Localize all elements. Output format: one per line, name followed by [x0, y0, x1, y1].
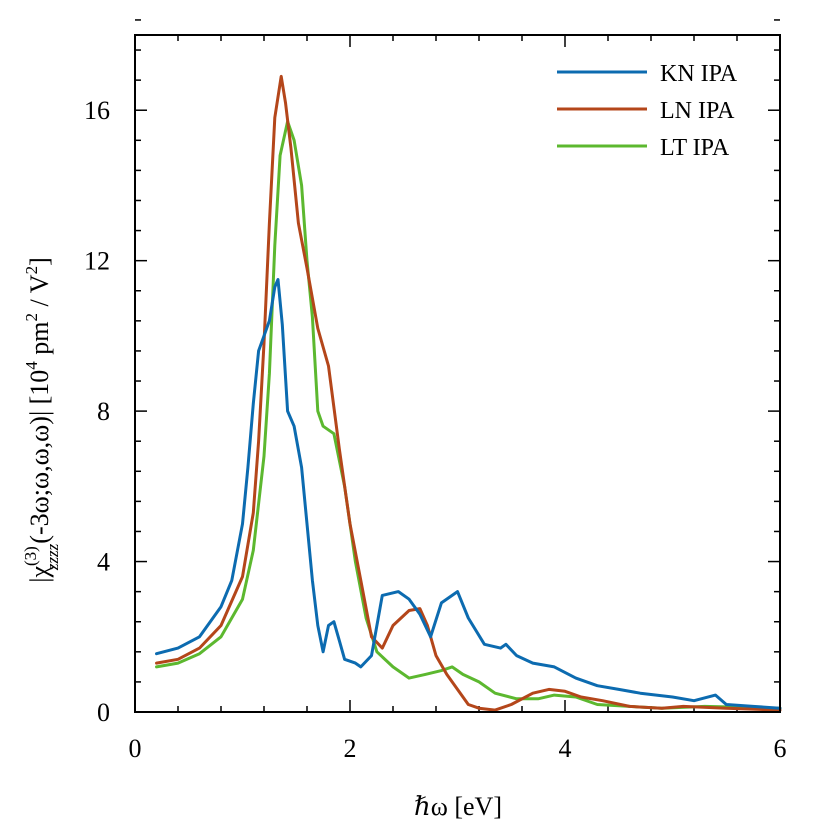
legend-label: LT IPA — [660, 135, 730, 161]
series-line-ln-ipa — [155, 74, 782, 712]
y-tick-label: 4 — [97, 548, 110, 577]
legend-label: KN IPA — [660, 61, 738, 87]
series-line-kn-ipa — [155, 278, 782, 710]
y-tick-label: 8 — [97, 397, 110, 426]
y-axis-label: |χ(3) zzzz(-3ω;ω,ω,ω)| [104 pm2 / V2] — [21, 257, 62, 583]
y-tick-label: 16 — [84, 96, 110, 125]
series-layer — [155, 74, 782, 712]
x-tick-label: 0 — [129, 734, 142, 763]
legend: KN IPA LN IPA LT IPA — [557, 61, 738, 161]
x-axis-label: ℏω [eV] — [414, 792, 502, 821]
x-tick-label: 4 — [559, 734, 572, 763]
series-line-lt-ipa — [155, 120, 782, 710]
legend-label: LN IPA — [660, 98, 735, 124]
axis-tick-labels: 0 2 4 6 0 4 8 12 16 — [84, 96, 787, 763]
plot-frame — [134, 34, 781, 713]
x-tick-label: 6 — [774, 734, 787, 763]
y-tick-label: 0 — [97, 698, 110, 727]
x-tick-label: 2 — [344, 734, 357, 763]
y-tick-label: 12 — [84, 247, 110, 276]
